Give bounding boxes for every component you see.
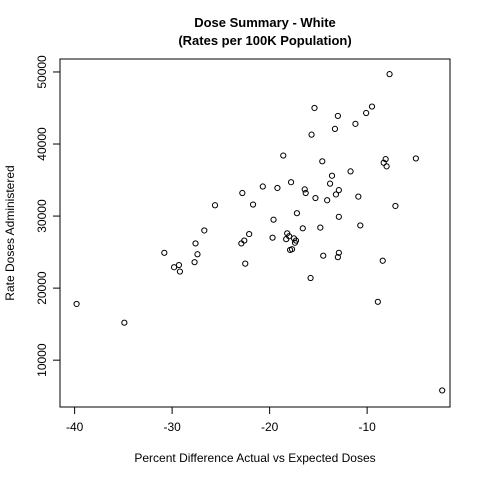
- y-tick-label: 10000: [35, 343, 49, 377]
- data-point: [201, 227, 208, 234]
- data-point: [269, 234, 276, 241]
- y-axis: 10000 20000 30000 40000 50000: [35, 55, 61, 377]
- data-point: [192, 240, 199, 247]
- data-point: [374, 298, 381, 305]
- data-point: [357, 222, 364, 229]
- x-tick-label: -40: [66, 420, 84, 434]
- x-tick-label: -30: [163, 420, 181, 434]
- data-point: [363, 109, 370, 117]
- x-axis: -40 -30 -20 -10: [66, 406, 376, 434]
- data-point: [170, 264, 178, 271]
- data-point: [307, 274, 314, 282]
- data-point: [392, 202, 399, 210]
- data-point: [211, 202, 219, 209]
- data-point: [317, 224, 324, 231]
- data-point: [308, 131, 315, 138]
- data-point: [379, 257, 386, 264]
- data-point: [382, 156, 389, 163]
- data-point: [280, 152, 287, 159]
- data-point: [352, 120, 359, 127]
- data-point: [386, 71, 393, 78]
- data-point: [73, 300, 80, 308]
- plot-frame: [59, 58, 451, 408]
- data-point: [324, 197, 331, 204]
- data-point: [332, 191, 340, 198]
- data-points: [73, 71, 446, 394]
- data-point: [299, 225, 306, 232]
- data-point: [176, 268, 184, 275]
- data-point: [383, 163, 390, 170]
- data-point: [270, 216, 277, 223]
- data-point: [191, 259, 198, 266]
- y-tick-label: 50000: [35, 55, 49, 89]
- data-point: [335, 187, 342, 194]
- x-tick-label: -10: [358, 420, 376, 434]
- data-point: [335, 213, 342, 220]
- chart-title: Dose Summary - White: [194, 15, 336, 30]
- data-point: [355, 193, 362, 200]
- data-point: [301, 186, 308, 193]
- data-point: [241, 237, 248, 244]
- data-point: [347, 168, 354, 175]
- y-tick-label: 40000: [35, 127, 49, 161]
- data-point: [161, 249, 168, 256]
- x-tick-label: -20: [261, 420, 279, 434]
- data-point: [274, 184, 281, 192]
- data-point: [335, 249, 342, 256]
- data-point: [334, 254, 341, 261]
- data-point: [175, 261, 183, 269]
- x-axis-label: Percent Difference Actual vs Expected Do…: [134, 451, 375, 465]
- data-point: [326, 180, 334, 187]
- data-point: [312, 194, 319, 202]
- data-point: [246, 230, 253, 238]
- y-tick-label: 20000: [35, 271, 49, 305]
- data-point: [242, 260, 249, 267]
- data-point: [368, 103, 376, 110]
- data-point: [302, 189, 309, 197]
- data-point: [288, 246, 296, 253]
- data-point: [287, 179, 295, 186]
- data-point: [319, 158, 326, 165]
- chart-subtitle: (Rates per 100K Population): [178, 33, 351, 48]
- data-point: [439, 387, 446, 394]
- data-point: [293, 210, 301, 217]
- data-point: [328, 172, 336, 179]
- data-point: [286, 233, 293, 240]
- data-point: [331, 125, 339, 132]
- data-point: [334, 112, 341, 120]
- data-point: [311, 104, 318, 112]
- data-point: [249, 201, 257, 208]
- data-point: [239, 189, 246, 197]
- data-point: [259, 183, 266, 190]
- data-point: [121, 319, 128, 326]
- y-tick-label: 30000: [35, 199, 49, 233]
- data-point: [320, 252, 327, 259]
- data-point: [412, 155, 419, 162]
- y-axis-label: Rate Doses Administered: [3, 165, 17, 300]
- data-point: [194, 251, 201, 258]
- data-point: [292, 237, 300, 244]
